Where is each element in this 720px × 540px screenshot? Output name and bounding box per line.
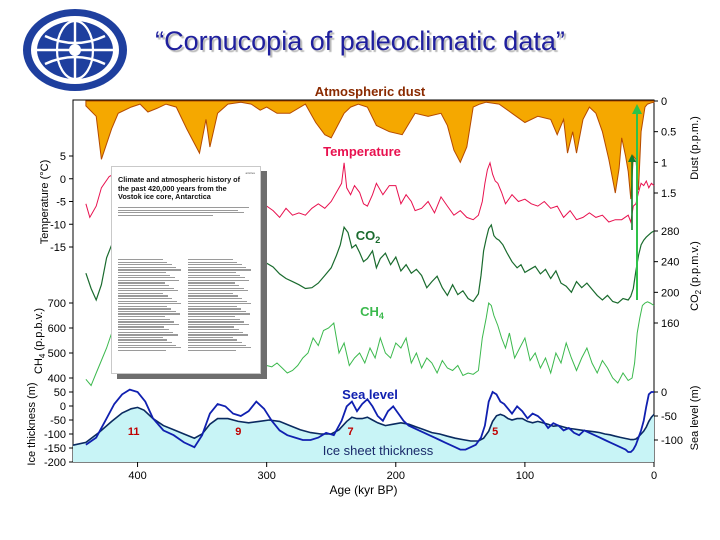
sea-level-axis-tick-label: 0 [661, 387, 667, 399]
temperature-axis-tick-label: -10 [50, 219, 66, 231]
ice-thickness-axis-tick-label: -100 [44, 429, 66, 441]
temperature-axis-label: Temperature (°C) [39, 160, 51, 244]
ch4-axis-tick-label: 500 [48, 348, 66, 360]
ch4-axis-label: CH4 (p.p.b.v.) [33, 308, 47, 374]
ice-sheet-fill [73, 407, 654, 462]
ice-thickness-axis-label: Ice thickness (m) [26, 382, 38, 465]
ch4-axis-tick-label: 600 [48, 323, 66, 335]
co2-axis-tick-label: 160 [661, 318, 679, 330]
ch4-axis-tick-label: 700 [48, 298, 66, 310]
temperature-axis-tick-label: 5 [60, 151, 66, 163]
dust-axis-tick-label: 1 [661, 157, 667, 169]
co2-axis-tick-label: 240 [661, 257, 679, 269]
temperature-axis-tick-label: -5 [56, 197, 66, 209]
x-tick-label: 0 [651, 470, 657, 482]
x-tick-label: 200 [387, 470, 405, 482]
dust-axis-label: Dust (p.p.m.) [689, 116, 701, 180]
dust-axis-tick-label: 0 [661, 96, 667, 108]
dust-series-label: Atmospheric dust [315, 84, 426, 99]
ice-thickness-axis-tick-label: 50 [54, 387, 66, 399]
institute-logo [23, 9, 127, 91]
temperature-axis-tick-label: 0 [60, 174, 66, 186]
paper-inset: articles Climate and atmospheric history… [111, 166, 261, 374]
ice-thickness-axis-tick-label: -200 [44, 457, 66, 469]
cycle-label: 7 [348, 426, 354, 438]
green-arrow-head [632, 104, 642, 114]
green-arrow-head-2 [628, 154, 636, 162]
sea-level-axis-label: Sea level (m) [689, 386, 701, 451]
ice-sheet-line [72, 406, 655, 446]
x-tick-label: 400 [128, 470, 146, 482]
ch4-axis-tick-label: 400 [48, 373, 66, 385]
logo-center [69, 44, 81, 56]
paper-title: Climate and atmospheric history of the p… [118, 175, 241, 202]
ch4-series-label: CH4 [360, 304, 384, 321]
co2-axis-label: CO2 (p.p.m.v.) [689, 241, 703, 311]
cycle-label: 5 [492, 426, 498, 438]
temperature-series-label: Temperature [323, 144, 401, 159]
dust-axis-tick-label: 1.5 [661, 188, 676, 200]
ice-thickness-axis-tick-label: -50 [50, 415, 66, 427]
temperature-axis-tick-label: -15 [50, 242, 66, 254]
sea-level-line [85, 388, 654, 453]
sea-level-axis-tick-label: -50 [661, 411, 677, 423]
ice-thickness-axis-tick-label: -150 [44, 443, 66, 455]
sea-level-series-label: Sea level [342, 387, 398, 402]
dust-area [85, 100, 655, 200]
cycle-label: 9 [235, 426, 241, 438]
paper-section-tag: articles [245, 171, 255, 175]
x-axis-label: Age (kyr BP) [329, 483, 397, 497]
x-tick-label: 100 [516, 470, 534, 482]
cycle-label: 11 [128, 426, 140, 438]
co2-axis-tick-label: 280 [661, 226, 679, 238]
ice-sheet-series-label: Ice sheet thickness [323, 443, 434, 458]
co2-series-label: CO2 [356, 228, 381, 245]
x-tick-label: 300 [257, 470, 275, 482]
sea-level-axis-tick-label: -100 [661, 435, 683, 447]
slide-title: “Cornucopia of paleoclimatic data” [155, 26, 565, 56]
ice-thickness-axis-tick-label: 0 [60, 401, 66, 413]
paper-body-text [118, 207, 254, 367]
co2-axis-tick-label: 200 [661, 287, 679, 299]
dust-axis-tick-label: 0.5 [661, 127, 676, 139]
